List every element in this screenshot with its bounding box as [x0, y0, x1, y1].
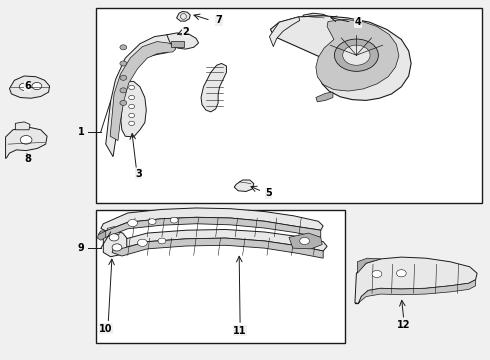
Text: 4: 4 [355, 17, 362, 27]
Circle shape [120, 88, 127, 93]
Circle shape [148, 219, 156, 225]
Polygon shape [355, 257, 477, 304]
Bar [171, 41, 184, 47]
Polygon shape [112, 238, 323, 258]
Bar [96, 8, 482, 203]
Text: 12: 12 [397, 320, 411, 330]
Polygon shape [270, 16, 411, 100]
Polygon shape [107, 226, 121, 235]
Bar [96, 211, 345, 343]
Circle shape [138, 239, 147, 246]
Circle shape [129, 113, 135, 118]
Polygon shape [114, 229, 327, 251]
Polygon shape [167, 33, 198, 49]
Circle shape [129, 95, 135, 100]
Circle shape [120, 100, 127, 105]
Circle shape [112, 244, 122, 251]
Polygon shape [355, 280, 476, 304]
Text: 6: 6 [24, 81, 31, 91]
Polygon shape [357, 258, 381, 273]
Circle shape [129, 121, 135, 126]
Text: 9: 9 [78, 243, 85, 253]
Circle shape [20, 135, 32, 144]
Polygon shape [98, 231, 106, 240]
Circle shape [396, 270, 406, 277]
Circle shape [372, 270, 382, 278]
Text: 11: 11 [233, 325, 247, 336]
Circle shape [300, 237, 310, 244]
Text: 2: 2 [182, 27, 189, 37]
Circle shape [158, 238, 166, 244]
Text: 5: 5 [265, 188, 272, 198]
Polygon shape [119, 81, 147, 137]
Polygon shape [289, 233, 322, 249]
Polygon shape [270, 17, 300, 46]
Circle shape [170, 217, 178, 223]
Text: 8: 8 [24, 154, 31, 164]
Polygon shape [316, 19, 399, 91]
Circle shape [128, 220, 138, 226]
Polygon shape [101, 208, 323, 231]
Polygon shape [176, 12, 190, 21]
Polygon shape [316, 92, 333, 102]
Polygon shape [106, 35, 181, 157]
Circle shape [120, 75, 127, 80]
Polygon shape [201, 63, 226, 112]
Text: 1: 1 [78, 127, 85, 136]
Circle shape [32, 82, 42, 90]
Circle shape [129, 104, 135, 109]
Polygon shape [234, 180, 254, 192]
Polygon shape [15, 122, 30, 130]
Polygon shape [98, 217, 321, 237]
Circle shape [334, 39, 378, 71]
Polygon shape [103, 231, 127, 257]
Polygon shape [9, 76, 49, 98]
Polygon shape [301, 13, 329, 23]
Polygon shape [5, 127, 47, 158]
Circle shape [109, 234, 119, 241]
Circle shape [343, 45, 370, 65]
Circle shape [120, 45, 127, 50]
Text: 3: 3 [135, 168, 142, 179]
Polygon shape [110, 41, 175, 140]
Circle shape [129, 85, 135, 90]
Circle shape [120, 61, 127, 66]
Text: 7: 7 [216, 15, 222, 26]
Circle shape [19, 83, 29, 90]
Text: 10: 10 [99, 324, 113, 334]
